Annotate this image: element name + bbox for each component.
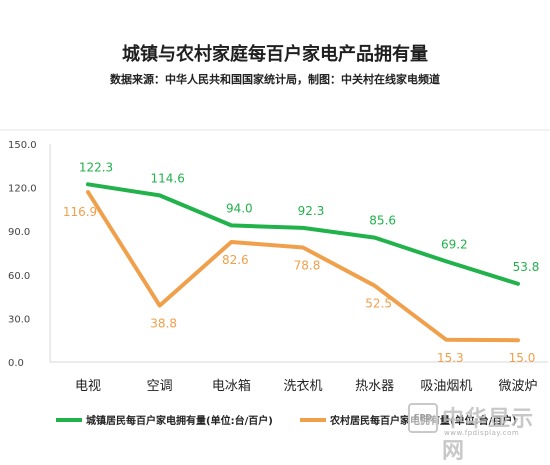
chart-title: 城镇与农村家庭每百户家电产品拥有量	[122, 44, 428, 65]
y-tick-label: 0.0	[8, 358, 24, 369]
line-chart: 0.0 30.0 60.0 90.0 120.0 150.0 电视 空调 电冰箱 洗衣机 热水器 吸油…	[0, 129, 550, 427]
series-line-urban	[86, 182, 520, 286]
series-line-rural	[86, 190, 520, 343]
x-tick-label: 吸油烟机	[420, 379, 472, 394]
data-label-rural: 38.8	[150, 317, 177, 331]
y-tick-label: 120.0	[8, 184, 37, 195]
x-tick-label: 电冰箱	[212, 378, 251, 394]
data-label-rural: 15.0	[509, 351, 536, 365]
data-label-urban: 53.8	[513, 260, 540, 274]
x-tick-label: 洗衣机	[283, 378, 322, 394]
data-label-rural: 82.6	[222, 253, 249, 267]
y-tick-label: 30.0	[8, 314, 30, 325]
y-tick-label: 150.0	[8, 140, 37, 151]
data-label-rural: 78.8	[294, 258, 321, 272]
watermark-box: FPD	[408, 403, 438, 433]
data-label-rural: 116.9	[63, 205, 97, 219]
x-tick-label: 空调	[147, 379, 173, 394]
watermark-logo: FPD 中华显示网 www.fpdisplay.com	[404, 393, 550, 464]
data-label-urban: 114.6	[150, 171, 184, 185]
x-tick-label: 微波炉	[498, 379, 537, 394]
x-tick-label: 电视	[75, 379, 101, 394]
y-tick-label: 60.0	[8, 271, 30, 282]
x-tick-label: 热水器	[355, 379, 394, 394]
data-label-urban: 94.0	[226, 201, 253, 215]
data-label-urban: 92.3	[298, 204, 325, 218]
chart-subtitle: 数据来源：中华人民共和国国家统计局，制图：中关村在线家电频道	[110, 73, 440, 86]
data-label-urban: 85.6	[369, 214, 396, 228]
data-label-rural: 15.3	[437, 351, 464, 365]
data-label-rural: 52.5	[365, 297, 392, 311]
watermark-subtext: www.fpdisplay.com	[444, 429, 520, 437]
y-tick-label: 90.0	[8, 227, 30, 238]
data-label-urban: 69.2	[441, 237, 468, 251]
data-label-urban: 122.3	[79, 160, 113, 174]
legend-label-urban: 城镇居民每百户家电拥有量(单位:台/百户)	[86, 414, 273, 427]
